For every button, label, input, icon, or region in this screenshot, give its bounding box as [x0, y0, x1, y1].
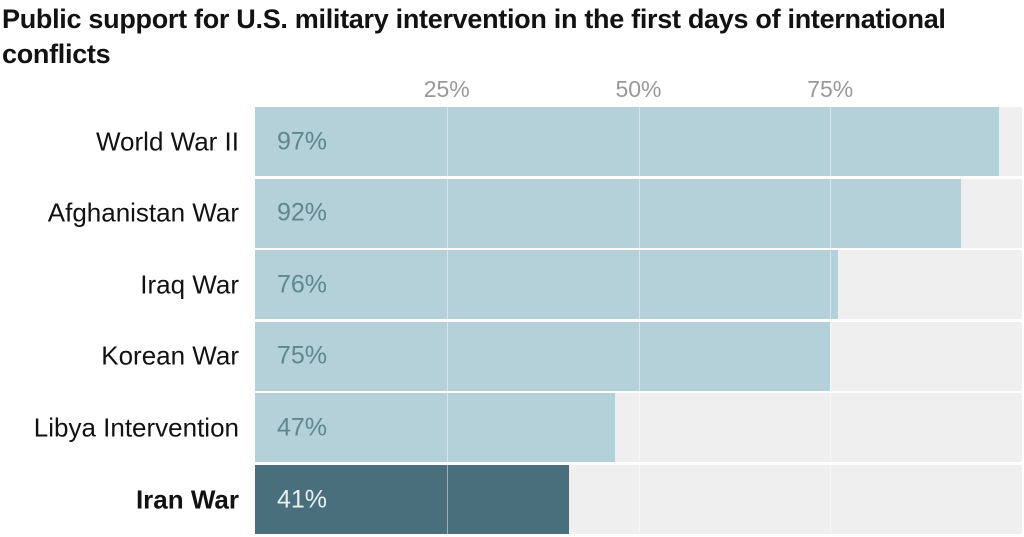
value-label: 47% [277, 413, 328, 442]
bar: 47% [255, 393, 616, 463]
value-label: 75% [277, 341, 328, 370]
x-tick-label: 75% [807, 76, 854, 102]
bar: 41% [255, 465, 570, 534]
bar-track: 92% [255, 178, 1022, 248]
bar-track: 76% [255, 250, 1022, 320]
bar-track: 97% [255, 107, 1022, 176]
value-label: 97% [277, 127, 328, 155]
chart-title: Public support for U.S. military interve… [2, 4, 946, 69]
bar-track: 75% [255, 321, 1022, 391]
category-label: Libya Intervention [33, 412, 239, 443]
value-label: 41% [277, 485, 328, 513]
x-tick-label: 50% [615, 76, 662, 102]
category-label: Iraq War [140, 269, 239, 300]
category-label: Afghanistan War [47, 197, 239, 228]
bar-track: 41% [255, 465, 1022, 534]
gridline [446, 107, 448, 537]
category-label: Iran War [135, 484, 239, 514]
bar: 92% [255, 178, 961, 248]
bar: 76% [255, 250, 838, 320]
value-label: 92% [277, 198, 328, 227]
category-label: Korean War [101, 340, 239, 371]
gridline [830, 107, 832, 537]
bar: 75% [255, 321, 831, 391]
bar-track: 47% [255, 393, 1022, 463]
category-label: World War II [95, 126, 239, 156]
plot-area: 97% 92% 76% 75% 47% 41% [255, 107, 1022, 537]
gridline [638, 107, 640, 537]
x-tick-label: 25% [423, 76, 470, 102]
value-label: 76% [277, 270, 328, 299]
bar: 97% [255, 107, 999, 176]
